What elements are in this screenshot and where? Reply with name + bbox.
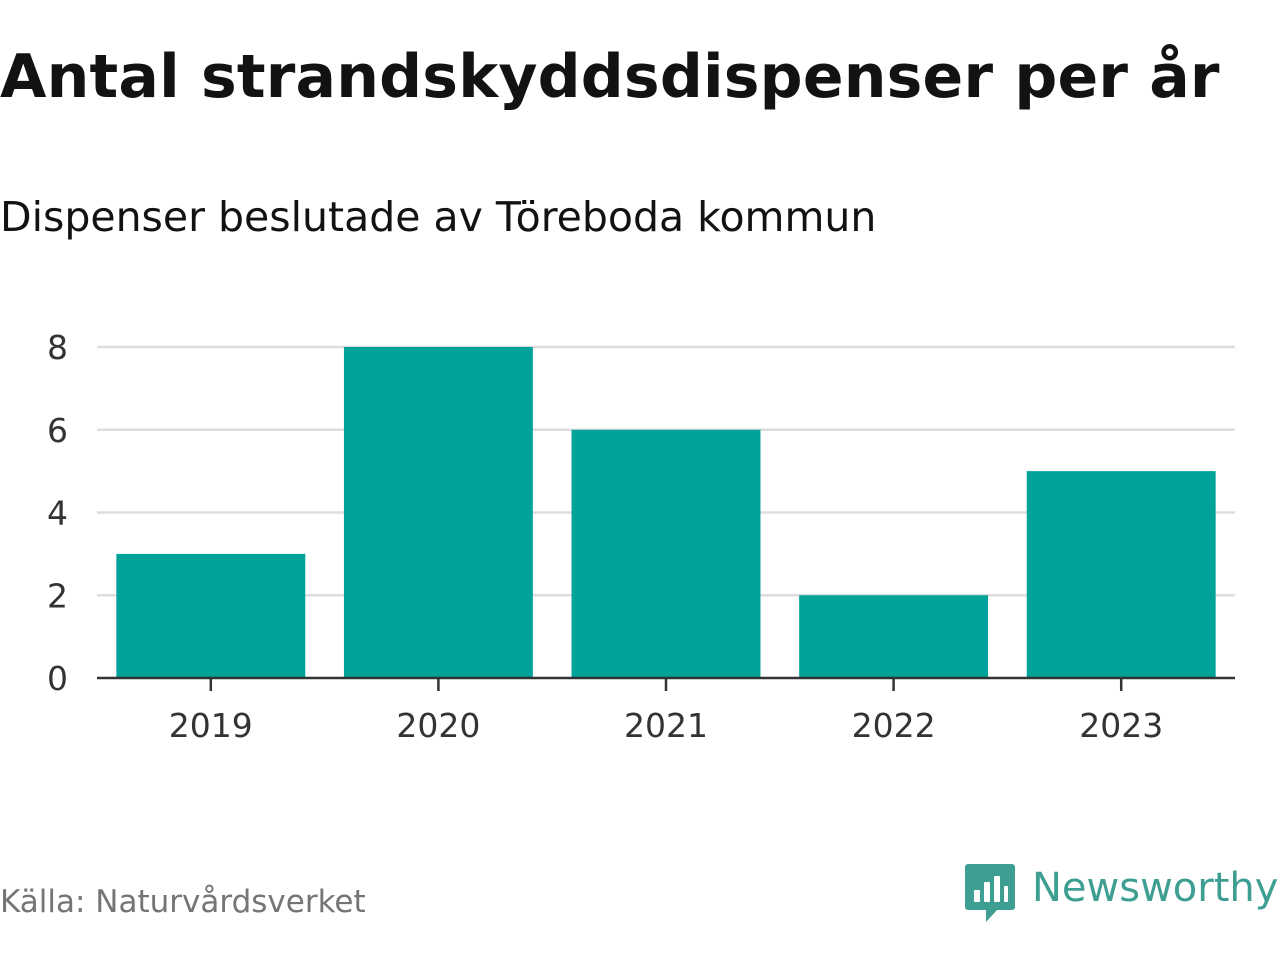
- y-tick-label: 4: [47, 494, 68, 533]
- y-tick-label: 8: [47, 328, 68, 367]
- source-note: Källa: Naturvårdsverket: [0, 884, 366, 920]
- x-tick-label: 2020: [396, 706, 480, 745]
- brand-name: Newsworthy: [1032, 865, 1279, 911]
- chart-subtitle: Dispenser beslutade av Töreboda kommun: [0, 193, 877, 241]
- bar-2019: [116, 553, 306, 678]
- tick-labels: 0 2 4 6 8 2019 2020 2021 2022 2023: [47, 328, 1163, 745]
- y-tick-label: 6: [47, 411, 68, 450]
- bars: [116, 347, 1216, 678]
- y-tick-label: 2: [47, 576, 68, 615]
- x-tick-label: 2021: [624, 706, 708, 745]
- bar-2020: [343, 347, 533, 678]
- axes: [97, 676, 1235, 691]
- bar-2021: [571, 429, 761, 678]
- newsworthy-logo-icon: [965, 864, 1015, 922]
- x-tick-label: 2023: [1079, 706, 1163, 745]
- x-tick-label: 2022: [852, 706, 936, 745]
- bar-2023: [1026, 471, 1216, 678]
- bar-2022: [799, 595, 989, 678]
- chart-title: Antal strandskyddsdispenser per år: [0, 42, 1220, 112]
- y-tick-label: 0: [47, 659, 68, 698]
- x-tick-label: 2019: [169, 706, 253, 745]
